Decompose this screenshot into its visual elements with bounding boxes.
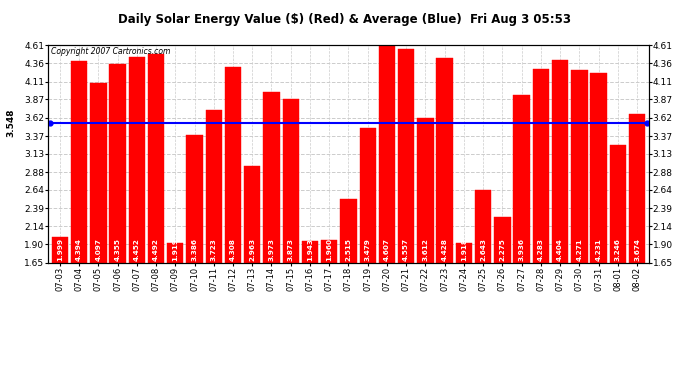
Bar [167, 243, 184, 375]
Text: 4.404: 4.404 [557, 238, 563, 261]
Bar [513, 94, 530, 375]
Text: 3.723: 3.723 [210, 238, 217, 261]
Bar [571, 70, 587, 375]
Text: 1.919: 1.919 [172, 238, 178, 261]
Bar [148, 54, 164, 375]
Bar [206, 110, 222, 375]
Bar [321, 240, 337, 375]
Text: 2.643: 2.643 [480, 238, 486, 261]
Bar [340, 199, 357, 375]
Text: 1.918: 1.918 [461, 238, 467, 261]
Text: 4.271: 4.271 [576, 238, 582, 261]
Bar [494, 217, 511, 375]
Text: 4.283: 4.283 [538, 238, 544, 261]
Bar [379, 45, 395, 375]
Bar [244, 166, 260, 375]
Bar [282, 99, 299, 375]
Text: 3.246: 3.246 [615, 238, 621, 261]
Text: 3.612: 3.612 [422, 238, 428, 261]
Text: 4.097: 4.097 [95, 238, 101, 261]
Bar [437, 58, 453, 375]
Bar [475, 189, 491, 375]
Text: 3.936: 3.936 [519, 238, 524, 261]
Bar [359, 128, 376, 375]
Text: 2.963: 2.963 [249, 238, 255, 261]
Text: Daily Solar Energy Value ($) (Red) & Average (Blue)  Fri Aug 3 05:53: Daily Solar Energy Value ($) (Red) & Ave… [119, 13, 571, 26]
Text: 4.231: 4.231 [595, 238, 602, 261]
Text: 4.452: 4.452 [134, 238, 140, 261]
Text: 4.492: 4.492 [153, 238, 159, 261]
Bar [128, 57, 145, 375]
Text: 2.515: 2.515 [346, 238, 351, 261]
Bar [398, 49, 415, 375]
Bar [90, 83, 106, 375]
Text: 4.355: 4.355 [115, 238, 121, 261]
Text: 3.973: 3.973 [268, 238, 275, 261]
Text: 4.428: 4.428 [442, 238, 448, 261]
Bar [610, 145, 626, 375]
Text: 4.607: 4.607 [384, 238, 390, 261]
Text: 4.557: 4.557 [403, 238, 409, 261]
Bar [552, 60, 569, 375]
Bar [455, 243, 472, 375]
Text: Copyright 2007 Cartronics.com: Copyright 2007 Cartronics.com [51, 47, 170, 56]
Bar [225, 67, 241, 375]
Text: 3.548: 3.548 [6, 109, 15, 137]
Bar [302, 241, 318, 375]
Bar [52, 237, 68, 375]
Text: 1.999: 1.999 [57, 238, 63, 261]
Bar [533, 69, 549, 375]
Text: 1.943: 1.943 [307, 238, 313, 261]
Bar [264, 92, 279, 375]
Text: 2.275: 2.275 [500, 238, 505, 261]
Text: 1.960: 1.960 [326, 238, 332, 261]
Bar [629, 114, 645, 375]
Text: 4.394: 4.394 [76, 238, 82, 261]
Text: 3.479: 3.479 [365, 238, 371, 261]
Text: 3.386: 3.386 [192, 238, 197, 261]
Bar [591, 73, 607, 375]
Bar [186, 135, 203, 375]
Bar [71, 61, 87, 375]
Bar [110, 64, 126, 375]
Bar [417, 118, 433, 375]
Text: 4.308: 4.308 [230, 238, 236, 261]
Text: 3.674: 3.674 [634, 238, 640, 261]
Text: 3.873: 3.873 [288, 238, 294, 261]
